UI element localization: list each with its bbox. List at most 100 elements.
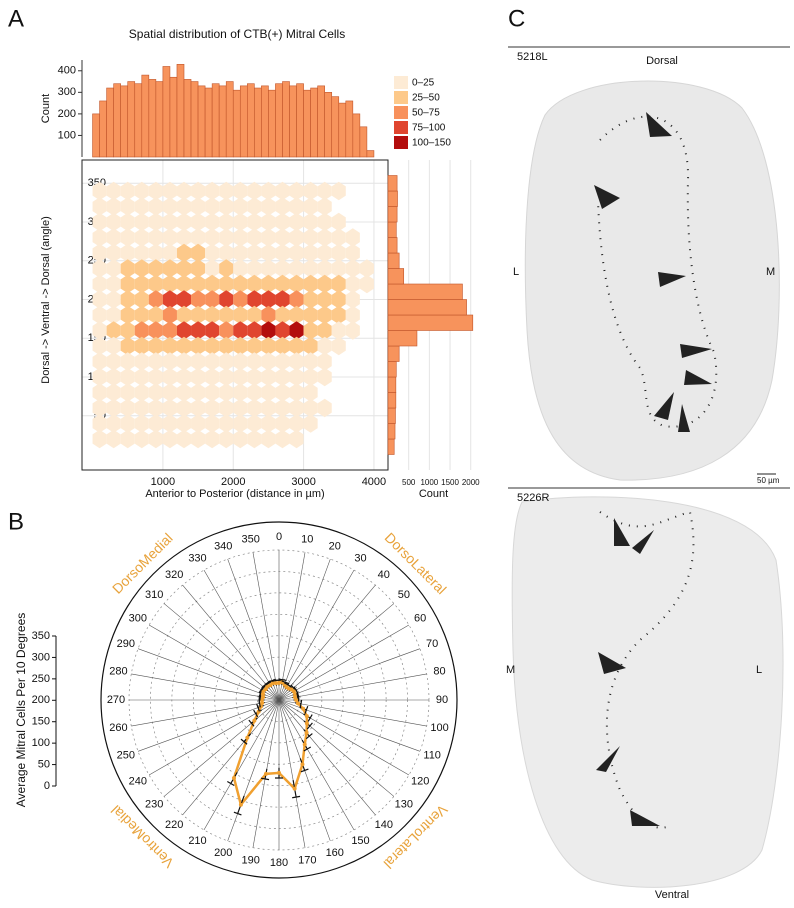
hex-cell [331, 212, 346, 232]
hex-cell [317, 367, 332, 387]
hex-cell [120, 398, 135, 418]
hex-cell [359, 274, 374, 294]
hex-cell [191, 197, 206, 216]
data-point [260, 700, 265, 705]
tissue [511, 496, 784, 888]
hex-cell [247, 228, 262, 247]
hex-cell [134, 197, 149, 216]
hex-cell [303, 383, 318, 402]
hex-cell [120, 181, 135, 201]
bar [345, 100, 354, 158]
hex-cell [120, 197, 135, 216]
hex-cell [148, 197, 163, 216]
hex-cell [219, 429, 234, 449]
panel-label: C [508, 5, 525, 32]
hex-cell [120, 321, 135, 340]
hex-cell [162, 398, 177, 418]
y-tick-label: 200 [58, 108, 76, 120]
legend-label: 25–50 [412, 93, 440, 104]
r-tick-label: 350 [32, 630, 50, 642]
hex-cell [345, 259, 360, 278]
hex-cell [162, 259, 177, 278]
hex-cell [92, 429, 107, 449]
hex-cell [275, 352, 290, 371]
hex-cell [233, 305, 248, 325]
hex-cell [219, 321, 234, 340]
bar [282, 81, 290, 158]
hex-cell [219, 259, 234, 278]
hex-cell [289, 181, 304, 201]
bar [387, 190, 398, 207]
x-tick-label: 2000 [221, 476, 245, 488]
hex-cell [331, 305, 346, 325]
hex-cell [219, 228, 234, 247]
hex-cell [148, 274, 163, 294]
bar [169, 76, 178, 158]
hex-cell [331, 336, 346, 356]
hex-cell [191, 274, 206, 294]
hex-cell [134, 336, 149, 356]
spoke [227, 558, 280, 701]
hex-cell [331, 290, 346, 309]
legend-swatch [394, 121, 408, 134]
orientation-label: Ventral [655, 889, 689, 901]
hex-cell [191, 336, 206, 356]
hex-cell [176, 367, 192, 387]
hex-cell [317, 259, 332, 278]
hex-cell [148, 414, 163, 433]
hex-cell [205, 398, 220, 418]
tissue [524, 80, 780, 481]
bar [141, 74, 150, 158]
hex-cell [261, 243, 276, 263]
hex-cell [303, 259, 318, 278]
hex-cell [233, 212, 248, 232]
hex-cell [317, 181, 332, 201]
hex-cell [303, 228, 318, 247]
bar [120, 85, 129, 158]
orientation-label: M [766, 266, 775, 278]
theta-label: 90 [436, 694, 448, 706]
bar [183, 79, 192, 158]
spoke [148, 624, 280, 701]
hex-cell [289, 197, 304, 216]
hex-cell [92, 197, 107, 216]
hex-cell [176, 290, 192, 309]
hex-cell [134, 383, 149, 402]
spoke [163, 699, 280, 797]
data-point [277, 770, 281, 775]
hex-cell [106, 274, 121, 294]
bar [331, 96, 340, 158]
hex-cell [191, 212, 206, 232]
hex-cell [205, 336, 220, 356]
spoke [278, 558, 331, 701]
hex-cell [162, 305, 177, 325]
hex-cell [176, 228, 192, 247]
hex-cell [261, 274, 276, 294]
hex-cell [303, 414, 318, 433]
hex-cell [261, 398, 276, 418]
theta-label: 190 [242, 854, 260, 866]
spoke [278, 699, 355, 831]
hex-cell [247, 274, 262, 294]
theta-label: 10 [301, 533, 313, 545]
r-tick-label: 200 [32, 694, 50, 706]
hex-cell [303, 212, 318, 232]
hex-cell [205, 414, 220, 433]
hex-cell [148, 429, 163, 449]
data-point [270, 681, 275, 686]
bar [387, 438, 395, 455]
hex-cell [233, 352, 248, 371]
hex-cell [176, 212, 192, 232]
hex-cell [275, 414, 290, 433]
hex-cell [134, 429, 149, 449]
hex-cell [233, 321, 248, 340]
hex-cell [205, 367, 220, 387]
hex-cell [317, 336, 332, 356]
bar [204, 87, 213, 158]
image-title: 5226R [517, 492, 549, 504]
hex-cell [134, 398, 149, 418]
spoke [278, 603, 395, 701]
hex-cell [120, 352, 135, 371]
arrowheads [594, 112, 712, 432]
hex-cell [92, 259, 107, 278]
